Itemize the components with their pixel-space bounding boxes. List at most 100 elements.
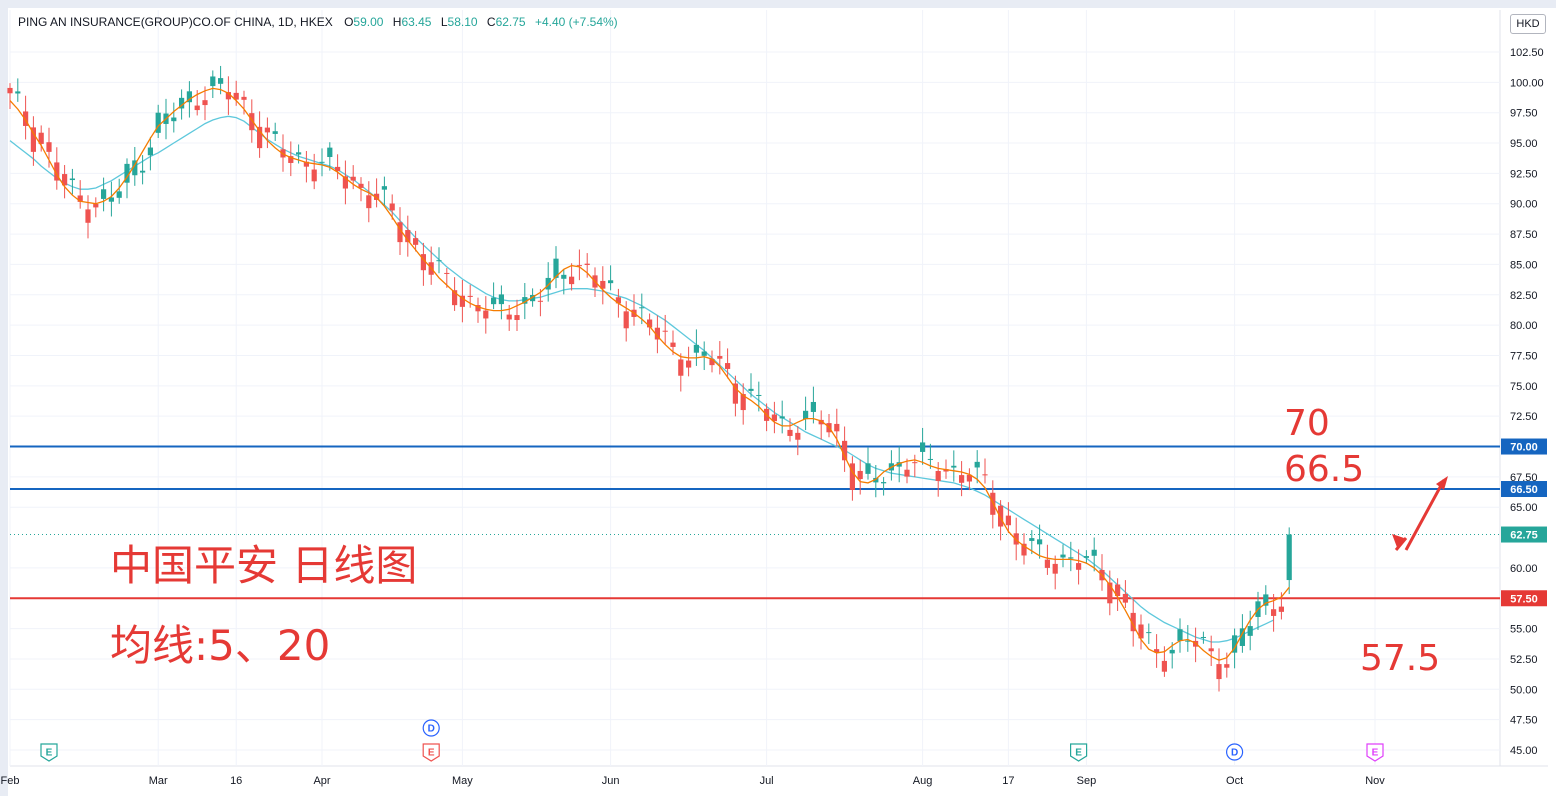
candle-body: [787, 429, 793, 436]
y-tick-label: 65.00: [1510, 502, 1538, 514]
candle-body: [69, 178, 75, 181]
candle-body: [1107, 582, 1113, 604]
candle-body: [15, 91, 21, 94]
y-tick-label: 102.50: [1510, 47, 1544, 59]
candle-body: [257, 126, 263, 149]
candle-body: [725, 363, 731, 369]
candle-body: [881, 482, 887, 484]
candle-body: [296, 152, 302, 155]
earnings-event-icon[interactable]: [1070, 743, 1088, 762]
candle-body: [249, 113, 255, 131]
y-tick-label: 95.00: [1510, 138, 1538, 150]
candle-body: [1232, 635, 1238, 653]
y-tick-label: 77.50: [1510, 350, 1538, 362]
y-tick-label: 60.00: [1510, 563, 1538, 575]
candle-body: [545, 277, 551, 290]
level-price-tag: 70.00: [1510, 442, 1538, 454]
earnings-event-icon[interactable]: [422, 743, 440, 762]
level-66-5-annotation: 66.5: [1284, 449, 1364, 490]
candle-body: [202, 100, 208, 106]
candle-body: [600, 280, 606, 289]
candle-body: [436, 260, 442, 262]
x-tick-label: 17: [1002, 775, 1014, 787]
event-marker-label: E: [46, 748, 53, 759]
earnings-event-icon[interactable]: [1366, 743, 1384, 762]
candle-body: [1122, 593, 1128, 603]
candle-body: [1052, 563, 1058, 574]
event-marker-label: D: [428, 724, 435, 735]
dividend-event-icon[interactable]: [422, 719, 440, 737]
y-tick-label: 92.50: [1510, 168, 1538, 180]
candle-body: [998, 505, 1004, 527]
candle-body: [491, 297, 497, 305]
candle-body: [553, 258, 559, 278]
level-price-tag: 66.50: [1510, 484, 1538, 496]
candle-body: [186, 91, 192, 103]
level-price-tag-bg: [1501, 481, 1547, 498]
high-label: H: [392, 15, 402, 29]
y-tick-label: 75.00: [1510, 381, 1538, 393]
candle-body: [389, 203, 395, 211]
candle-body: [678, 359, 684, 376]
x-tick-label: Sep: [1077, 775, 1097, 787]
price-axis[interactable]: 102.50 100.00 97.50 95.00 92.50 90.00 87.50 85.…: [1501, 47, 1547, 757]
candle-body: [1208, 648, 1214, 652]
close-label: C: [486, 15, 496, 29]
change-value: +4.40 (+7.54%): [534, 15, 618, 29]
candle-body: [748, 388, 754, 391]
x-tick-label: Feb: [1, 775, 20, 787]
candle-body: [62, 174, 68, 186]
candle-body: [241, 96, 247, 100]
open-value: 59.00: [353, 15, 384, 29]
candle-body: [1216, 664, 1222, 680]
candle-body: [264, 127, 270, 133]
candle-body: [483, 310, 489, 319]
candle-body: [210, 76, 216, 87]
candle-body: [834, 423, 840, 432]
events-layer[interactable]: E D E E D E: [40, 719, 1384, 762]
y-tick-label: 85.00: [1510, 259, 1538, 271]
candle-body: [576, 265, 582, 267]
last-price-tag-bg: [1501, 526, 1547, 543]
dividend-event-icon[interactable]: [1225, 743, 1244, 761]
candle-body: [514, 315, 520, 321]
candle-body: [101, 189, 107, 199]
candle-body: [288, 156, 294, 163]
candle-body: [639, 307, 645, 309]
candle-body: [1029, 538, 1035, 541]
candle-body: [413, 238, 419, 245]
candle-body: [405, 230, 411, 243]
candle-body: [1247, 626, 1253, 636]
candle-body: [132, 160, 138, 176]
candle-body: [1044, 559, 1050, 568]
candle-body: [475, 305, 481, 312]
candle-body: [982, 474, 988, 476]
candle-body: [498, 294, 504, 305]
horizontal-levels[interactable]: [10, 445, 1500, 600]
candle-body: [779, 416, 785, 419]
candle-body: [1021, 543, 1027, 556]
x-tick-label: Aug: [913, 775, 933, 787]
candle-body: [615, 297, 621, 304]
time-axis[interactable]: Feb Mar 16 Apr May Jun Jul Aug 17 Sep Oct Nov: [1, 775, 1386, 787]
candle-body: [23, 111, 29, 126]
candle-body: [93, 203, 99, 208]
candle-body: [1177, 629, 1183, 641]
arrow-left-head: [1392, 534, 1404, 550]
candle-body: [467, 295, 473, 297]
earnings-event-icon[interactable]: [40, 743, 58, 762]
y-tick-label: 50.00: [1510, 684, 1538, 696]
high-value: 63.45: [401, 15, 432, 29]
candle-body: [459, 295, 465, 307]
candle-body: [108, 197, 114, 202]
candle-body: [1239, 628, 1245, 646]
y-tick-label: 45.00: [1510, 745, 1538, 757]
candle-body: [1263, 594, 1269, 606]
currency-badge[interactable]: HKD: [1510, 14, 1546, 34]
candle-body: [124, 163, 130, 183]
candle-body: [374, 193, 380, 200]
x-tick-label: May: [452, 775, 473, 787]
x-tick-label: Apr: [313, 775, 330, 787]
annotations-layer: 中国平安 日线图 均线:5、20 70 66.5 57.5: [110, 403, 1448, 679]
